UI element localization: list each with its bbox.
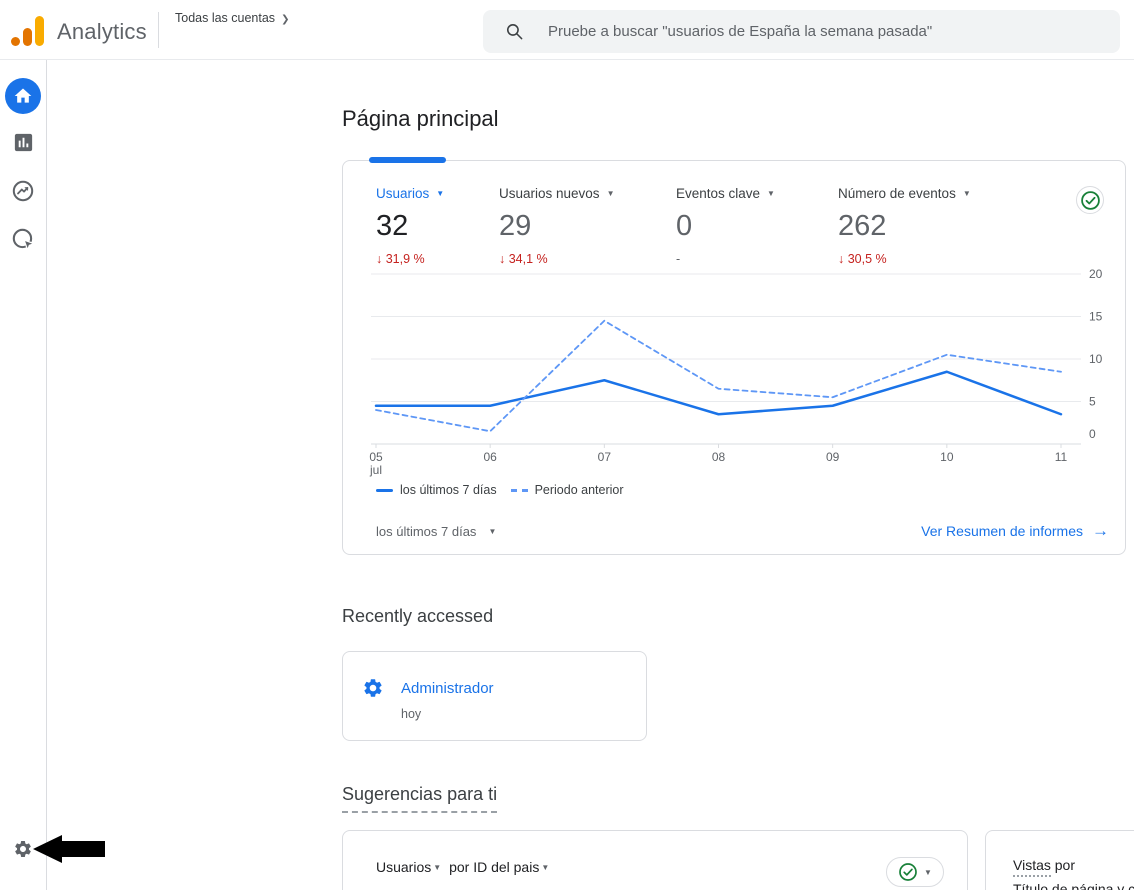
nav-reports-button[interactable] [12,131,35,154]
dashed-line-swatch-icon [510,488,528,492]
nav-advertising-button[interactable] [11,227,36,252]
analytics-logo[interactable]: Analytics [10,16,150,50]
recent-item-admin-card[interactable]: Administrador hoy [342,651,647,741]
chart-legend: los últimos 7 días Periodo anterior [376,483,624,497]
suggestion-card-views-by-page: Vistas por Título de página y c [985,830,1134,890]
svg-text:06: 06 [483,450,497,464]
logo-bar-icon [23,28,32,46]
suggestion-card2-title-line2: Título de página y c [1013,881,1134,890]
caret-down-icon: ▼ [433,863,442,872]
metric-numero-de-eventos[interactable]: Número de eventos ▼ 262 ↓ 30,5 % [838,186,971,266]
svg-text:08: 08 [712,450,726,464]
top-header: Analytics Todas las cuentas ❯ Pruebe a bu… [0,0,1134,60]
bar-chart-icon [14,133,33,152]
svg-text:15: 15 [1089,310,1103,324]
nav-home-button[interactable] [5,78,41,114]
data-quality-check-button[interactable] [1076,186,1104,214]
chevron-right-icon: ❯ [281,14,290,25]
suggestion-card-users-by-country: Usuarios ▼ por ID del pais ▼ ▼ [342,830,968,890]
arrow-right-icon: → [1092,521,1109,540]
svg-text:10: 10 [940,450,954,464]
caret-down-icon: ▼ [767,189,775,198]
suggestions-section: Sugerencias para ti [342,784,498,813]
search-input[interactable]: Pruebe a buscar "usuarios de España la s… [483,10,1120,53]
solid-line-swatch-icon [376,488,393,492]
svg-text:11: 11 [1055,450,1068,464]
caret-down-icon: ▼ [606,189,615,198]
svg-text:09: 09 [826,450,840,464]
legend-item-previous: Periodo anterior [510,483,624,497]
metric-delta: - [676,252,681,266]
view-reports-snapshot-link[interactable]: Ver Resumen de informes → [921,521,1109,540]
advertising-target-icon [12,228,36,252]
caret-down-icon: ▼ [436,189,445,198]
check-dropdown-button[interactable]: ▼ [886,857,944,887]
active-tab-indicator[interactable] [369,157,446,163]
overview-card: Usuarios ▼ 32 ↓ 31,9 % Usuarios nuevos ▼ 2… [342,157,1126,555]
caret-down-icon: ▼ [924,867,932,877]
search-placeholder: Pruebe a buscar "usuarios de España la s… [548,23,933,40]
logo-dot-icon [11,37,20,46]
home-icon [14,88,32,103]
metric-value: 262 [838,210,887,242]
breadcrumb-label: Todas las cuentas [175,11,276,25]
overview-card-footer: los últimos 7 días ▼ Ver Resumen de infor… [376,521,1109,541]
legend-item-current: los últimos 7 días [376,483,497,497]
page-title: Página principal [342,106,499,131]
annotation-arrow-left-icon [33,835,105,863]
caret-down-icon: ▼ [541,863,550,872]
caret-down-icon: ▼ [488,526,497,536]
metric-usuarios-nuevos[interactable]: Usuarios nuevos ▼ 29 ↓ 34,1 % [499,186,615,266]
account-breadcrumb[interactable]: Todas las cuentas ❯ [175,11,289,25]
check-circle-icon [899,863,917,881]
metric-value: 0 [676,210,693,242]
admin-gear-icon [364,679,382,697]
metric-delta: ↓ 30,5 % [838,252,887,266]
metric-delta: ↓ 31,9 % [376,252,425,266]
left-nav-sidebar [0,60,47,890]
svg-text:07: 07 [598,450,612,464]
recent-item-time: hoy [401,707,422,721]
views-metric-dropdown[interactable]: Vistas [1013,857,1051,877]
app-name: Analytics [57,19,147,44]
svg-text:05: 05 [369,450,383,464]
metric-delta: ↓ 34,1 % [499,252,548,266]
recent-item-label[interactable]: Administrador [401,680,494,697]
suggestions-title[interactable]: Sugerencias para ti [342,784,498,813]
date-range-dropdown[interactable]: los últimos 7 días ▼ [376,523,497,539]
metric-eventos-clave[interactable]: Eventos clave ▼ 0 - [676,186,775,266]
caret-down-icon: ▼ [962,189,971,198]
svg-text:jul: jul [369,463,382,477]
explore-trend-icon [12,180,34,202]
logo-bar-icon [35,16,44,46]
nav-explore-button[interactable] [11,179,35,203]
suggestion-card-title-dropdowns[interactable]: Usuarios ▼ por ID del pais ▼ [376,859,550,875]
admin-settings-gear-icon[interactable] [13,839,33,859]
svg-text:20: 20 [1089,267,1103,281]
metric-value: 32 [376,210,409,242]
header-divider [158,12,159,48]
svg-text:10: 10 [1089,352,1103,366]
recently-accessed-title: Recently accessed [342,606,494,626]
search-icon [506,23,523,40]
metric-usuarios[interactable]: Usuarios ▼ 32 ↓ 31,9 % [376,186,445,266]
metric-value: 29 [499,210,532,242]
check-circle-icon [1080,190,1100,210]
suggestion-card2-title-line1: Vistas por [1013,857,1075,877]
svg-text:5: 5 [1089,395,1096,409]
svg-text:0: 0 [1089,427,1096,441]
